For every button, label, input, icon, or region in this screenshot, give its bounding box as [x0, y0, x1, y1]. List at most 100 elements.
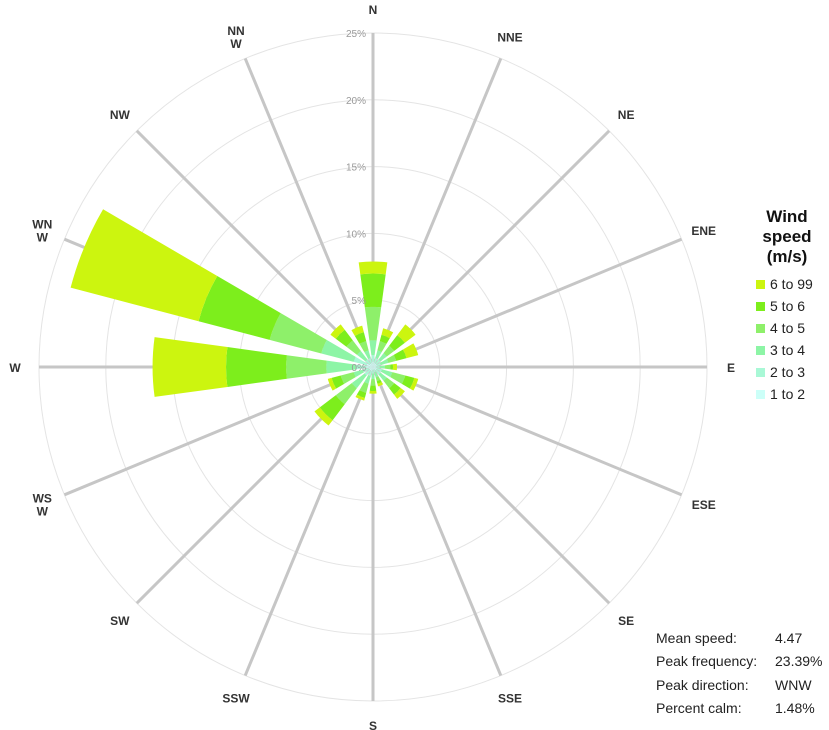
direction-label: W [230, 37, 242, 51]
petal-segment-ese [376, 368, 383, 372]
petal-segment-ne [397, 324, 416, 343]
radial-tick-label: 0% [352, 363, 367, 374]
petal-segment-nnw [364, 350, 371, 359]
petal-segment-nw [335, 329, 353, 347]
legend-label: 4 to 5 [770, 320, 806, 336]
petal-segment-wsw [353, 369, 364, 378]
stat-value: 1.48% [775, 700, 815, 717]
petal-segment-ene [373, 364, 377, 367]
stat-label: Peak frequency: [656, 653, 758, 670]
legend-swatch [756, 301, 765, 311]
spoke-ne [371, 129, 611, 369]
petal-segment-s [369, 390, 377, 394]
radial-tick-label: 5% [352, 296, 367, 307]
petal-segment-sse [374, 371, 379, 378]
radial-tick-label: 25% [346, 29, 366, 40]
stat-value: 4.47 [775, 629, 803, 646]
petal-segment-ese [390, 372, 406, 384]
petal-segment-nnw [354, 332, 367, 344]
petal-segment-ne [378, 353, 387, 362]
petal-segment-s [372, 367, 374, 370]
petal-segment-nne [373, 363, 376, 367]
spoke-sse [371, 366, 503, 677]
petal-segment-w [366, 366, 373, 368]
legend-label: 3 to 4 [770, 342, 806, 358]
petal-segment-w [226, 347, 287, 387]
petal-segment-sw [319, 395, 345, 421]
petal-segment-nne [375, 350, 382, 359]
petal-segment-s [369, 385, 377, 392]
spoke-nne [371, 57, 503, 368]
petal-segment-w [326, 360, 356, 374]
direction-label: ESE [692, 498, 716, 512]
spoke-nw [135, 129, 375, 369]
radial-tick-labels: 0% 5% 10% 15% 20% 25% [346, 29, 366, 374]
petal-segment-nw [330, 324, 345, 339]
petal-segment-sw [335, 383, 357, 405]
petal-segment-wsw [369, 367, 373, 370]
petal-segment-ese [373, 367, 377, 370]
legend-title-line: Wind [766, 207, 808, 226]
legend-item: 2 to 3 [756, 361, 826, 383]
petal-segment-wnw [366, 363, 373, 367]
petal-segment-nw [346, 340, 361, 355]
petal-segment-ene [379, 358, 389, 365]
petal-segment-e [373, 366, 376, 368]
petal-segment-wnw [321, 340, 356, 362]
direction-label: S [369, 719, 377, 730]
petal-segment-ne [383, 345, 395, 357]
spoke-ene [372, 237, 683, 369]
direction-label: W [37, 505, 49, 519]
wind-petals [70, 209, 419, 426]
petal-segment-s [371, 373, 375, 380]
legend-item: 1 to 2 [756, 383, 826, 405]
stat-value: 23.39% [775, 653, 823, 670]
petal-segment-n [371, 354, 375, 362]
petal-segment-nw [369, 363, 373, 367]
petal-segment-ssw [356, 390, 367, 399]
petal-segment-ne [375, 359, 381, 365]
stat-value: WNW [775, 676, 812, 693]
petal-segment-w [152, 337, 228, 397]
legend-item: 4 to 5 [756, 317, 826, 339]
petal-segment-se [375, 369, 381, 375]
legend-title: Wind speed (m/s) [748, 207, 826, 267]
petal-segment-wnw [198, 276, 281, 340]
petal-segment-nnw [359, 341, 369, 353]
petal-segment-nne [381, 328, 394, 339]
petal-segment-w [286, 355, 327, 379]
radial-tick-label: 10% [346, 229, 366, 240]
legend-item: 5 to 6 [756, 295, 826, 317]
petal-segment-se [373, 367, 377, 371]
legend-item: 6 to 99 [756, 273, 826, 295]
petal-segment-ene [393, 349, 407, 361]
petal-segment-sse [375, 376, 381, 382]
petal-segment-s [372, 369, 374, 374]
petal-segment-ese [401, 375, 415, 389]
petal-segment-e [392, 363, 398, 371]
petal-segment-wnw [70, 209, 218, 322]
petal-segment-e [384, 364, 391, 370]
petal-segment-nne [377, 341, 387, 353]
legend-item: 3 to 4 [756, 339, 826, 361]
petal-segment-n [372, 361, 374, 367]
petal-segment-ene [386, 354, 397, 363]
petal-segment-sse [377, 381, 384, 387]
petal-segment-n [369, 340, 377, 356]
legend-label: 6 to 99 [770, 276, 813, 292]
petal-segment-n [360, 273, 386, 308]
legend-label: 5 to 6 [770, 298, 806, 314]
petal-segment-n [358, 261, 388, 275]
petal-segment-nnw [368, 357, 372, 364]
petal-segment-wsw [331, 375, 345, 389]
direction-label: NNE [497, 30, 522, 44]
stat-label: Percent calm: [656, 700, 742, 717]
legend-swatch [756, 367, 765, 377]
petal-segment-ene [402, 343, 419, 359]
direction-label: WS [33, 492, 52, 506]
petal-segment-ssw [370, 367, 373, 371]
petal-segment-ene [376, 362, 381, 366]
petal-segment-se [378, 372, 387, 381]
petal-segment-sw [369, 367, 373, 371]
